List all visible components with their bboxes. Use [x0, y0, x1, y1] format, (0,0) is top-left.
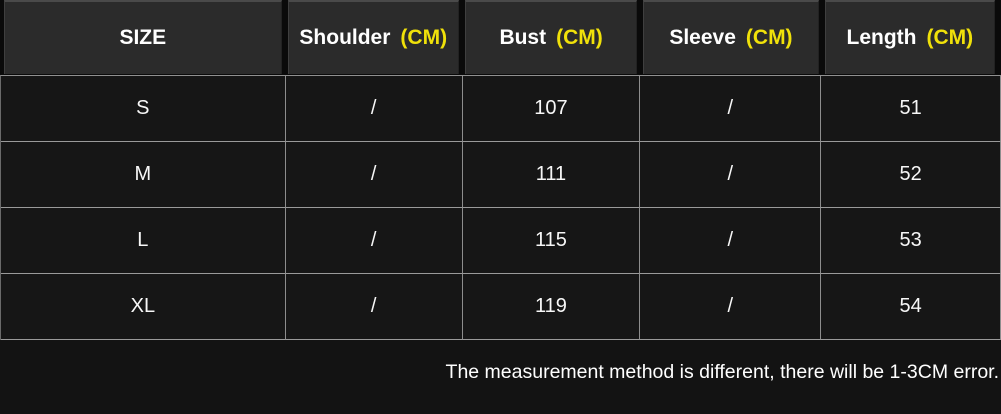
note-bar: The measurement method is different, the… — [0, 340, 1001, 414]
table-header-row: SIZE Shoulder (CM) Bust (CM) Sleeve (CM)… — [0, 0, 1001, 75]
column-unit: (CM) — [400, 26, 448, 49]
cell-shoulder: / — [285, 76, 463, 142]
column-header-bust: Bust (CM) — [464, 0, 638, 74]
cell-shoulder: / — [285, 208, 463, 274]
cell-size: L — [1, 208, 286, 274]
column-header-sleeve: Sleeve (CM) — [643, 0, 819, 74]
column-label: Length — [846, 26, 917, 49]
cell-size: XL — [1, 274, 286, 340]
table-row-m: M / 111 / 52 — [1, 142, 1001, 208]
column-unit: (CM) — [926, 26, 974, 49]
cell-length: 53 — [821, 208, 1001, 274]
table-body: S / 107 / 51 M / 111 / 52 L / 115 / 53 X… — [0, 75, 1001, 340]
column-header-size: SIZE — [4, 0, 282, 74]
cell-sleeve: / — [640, 142, 822, 208]
cell-bust: 107 — [462, 76, 641, 142]
cell-shoulder: / — [285, 274, 463, 340]
table-row-xl: XL / 119 / 54 — [1, 274, 1001, 340]
cell-sleeve: / — [640, 76, 822, 142]
cell-sleeve: / — [640, 274, 822, 340]
cell-size: S — [1, 76, 286, 142]
column-header-shoulder: Shoulder (CM) — [287, 0, 459, 74]
column-unit: (CM) — [556, 26, 603, 49]
column-label: Sleeve — [669, 26, 736, 49]
column-unit: (CM) — [745, 26, 793, 49]
cell-sleeve: / — [640, 208, 822, 274]
table-row-l: L / 115 / 53 — [1, 208, 1001, 274]
cell-shoulder: / — [285, 142, 463, 208]
column-header-length: Length (CM) — [824, 0, 995, 74]
cell-length: 52 — [821, 142, 1001, 208]
cell-size: M — [1, 142, 286, 208]
cell-length: 51 — [821, 76, 1001, 142]
measurement-note: The measurement method is different, the… — [445, 360, 999, 383]
table-row-s: S / 107 / 51 — [1, 76, 1001, 142]
cell-bust: 111 — [462, 142, 641, 208]
column-label: Bust — [499, 26, 547, 49]
cell-bust: 119 — [462, 274, 641, 340]
column-label: Shoulder — [299, 26, 391, 49]
cell-bust: 115 — [462, 208, 641, 274]
column-label: SIZE — [119, 26, 167, 49]
cell-length: 54 — [821, 274, 1001, 340]
